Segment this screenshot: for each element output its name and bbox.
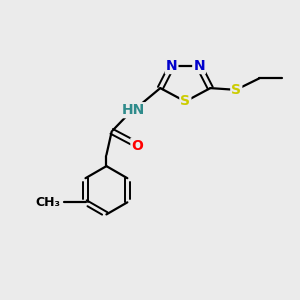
Text: S: S xyxy=(180,94,190,109)
Text: CH₃: CH₃ xyxy=(35,196,60,209)
Text: O: O xyxy=(131,139,143,152)
Text: S: S xyxy=(231,82,241,97)
Text: N: N xyxy=(166,59,177,73)
Text: HN: HN xyxy=(122,103,146,117)
Text: N: N xyxy=(193,59,205,73)
